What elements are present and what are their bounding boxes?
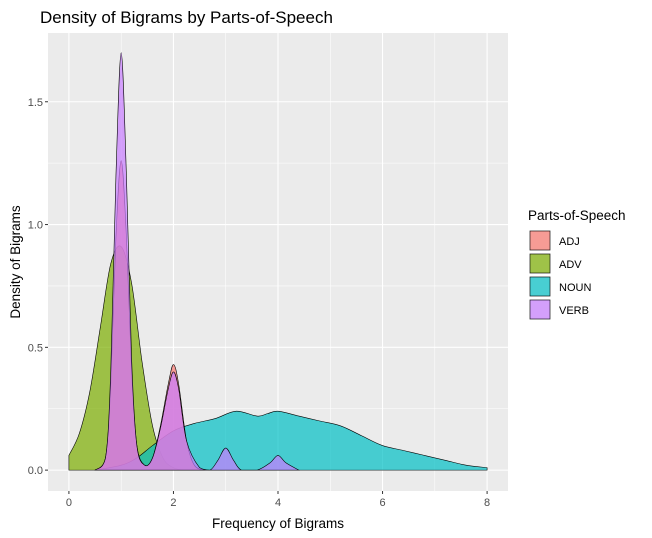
legend-label-adj: ADJ bbox=[559, 236, 580, 248]
y-tick-label: 1.5 bbox=[28, 97, 43, 109]
x-tick-label: 6 bbox=[379, 497, 385, 509]
legend-label-verb: VERB bbox=[559, 305, 589, 317]
x-tick-label: 4 bbox=[275, 497, 281, 509]
x-tick-label: 0 bbox=[66, 497, 72, 509]
density-area-verb bbox=[94, 52, 301, 471]
y-tick-label: 1.0 bbox=[28, 220, 43, 232]
legend-label-adv: ADV bbox=[559, 259, 582, 271]
y-tick-label: 0.0 bbox=[28, 465, 43, 477]
legend-swatch-verb bbox=[529, 299, 551, 320]
y-axis-title: Density of Bigrams bbox=[8, 205, 23, 319]
legend: Parts-of-Speech ADJ ADV NOUN VERB bbox=[528, 208, 626, 320]
density-areas bbox=[68, 52, 488, 471]
x-axis-ticks: 0 2 4 6 8 bbox=[66, 491, 490, 509]
x-tick-label: 8 bbox=[484, 497, 490, 509]
y-tick-label: 0.5 bbox=[28, 342, 43, 354]
chart-title: Density of Bigrams by Parts-of-Speech bbox=[40, 8, 333, 27]
legend-swatch-noun bbox=[529, 276, 551, 297]
x-tick-label: 2 bbox=[170, 497, 176, 509]
legend-swatch-adv bbox=[529, 253, 551, 274]
legend-title: Parts-of-Speech bbox=[528, 208, 626, 223]
legend-label-noun: NOUN bbox=[559, 282, 591, 294]
x-axis-title: Frequency of Bigrams bbox=[212, 516, 344, 531]
y-axis-ticks: 0.0 0.5 1.0 1.5 bbox=[28, 97, 48, 477]
legend-swatch-adj bbox=[529, 230, 551, 251]
